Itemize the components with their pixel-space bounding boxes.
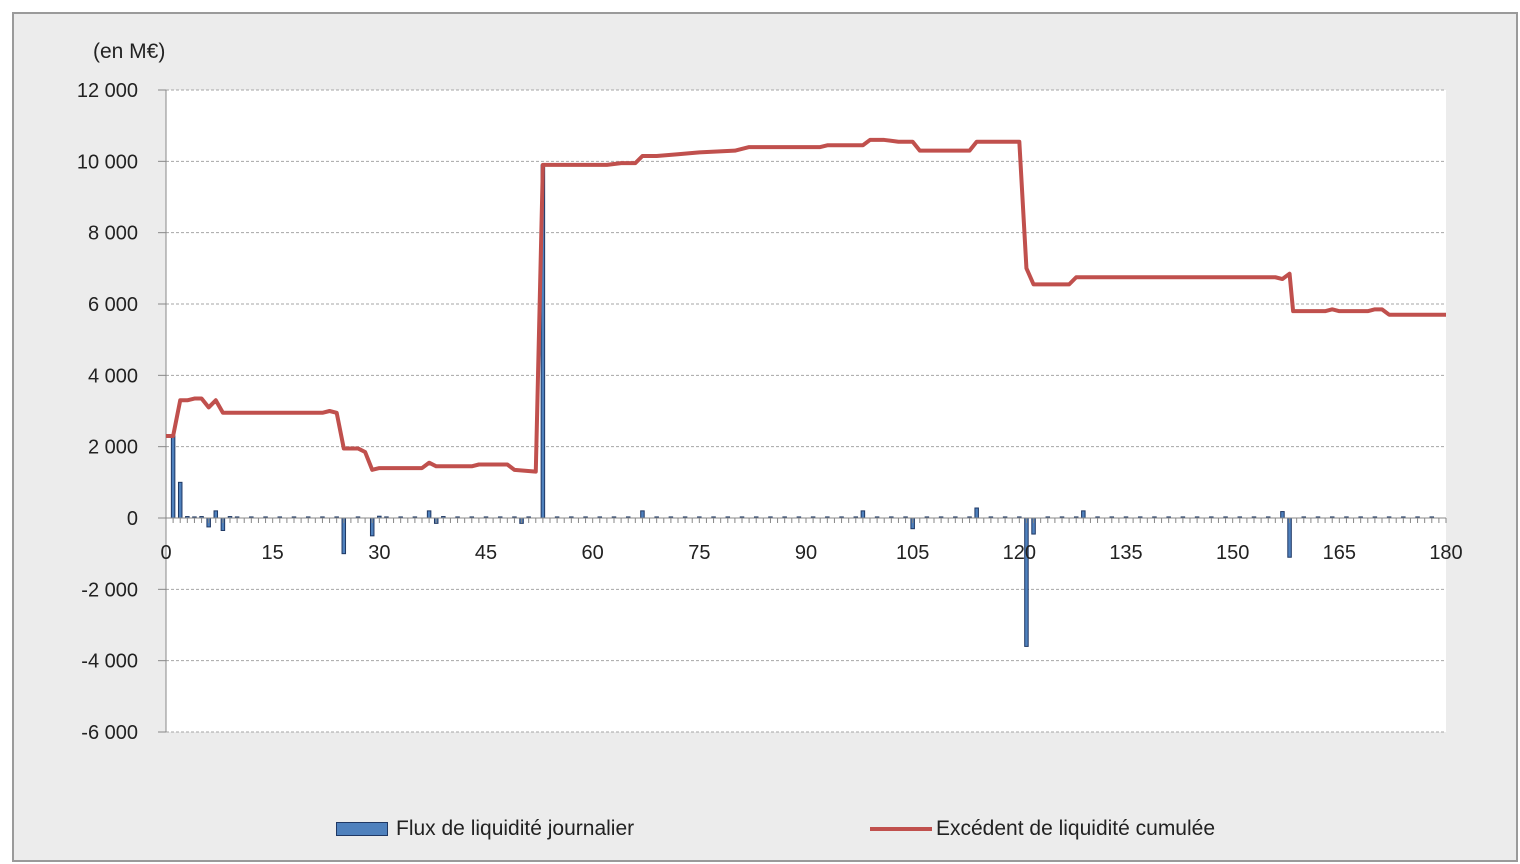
line-series	[166, 137, 1446, 474]
x-tick-label: 165	[1323, 542, 1356, 564]
y-tick-label: -4 000	[81, 651, 138, 673]
legend-label-bars: Flux de liquidité journalier	[396, 817, 635, 840]
x-tick-label: 75	[688, 542, 710, 564]
bar	[1287, 517, 1292, 558]
x-tick-label: 105	[896, 542, 929, 564]
x-tick-label: 45	[475, 542, 497, 564]
x-tick-label: 180	[1429, 542, 1462, 564]
y-tick-label: 2 000	[88, 437, 138, 459]
bar	[860, 510, 866, 519]
y-tick-label: 10 000	[77, 151, 138, 173]
axes	[165, 90, 1447, 732]
x-tick-label: 150	[1216, 542, 1249, 564]
bar	[1024, 517, 1029, 647]
bar	[170, 435, 176, 519]
x-tick-label: 120	[1003, 542, 1036, 564]
y-tick-label: -6 000	[81, 722, 138, 744]
bar	[974, 507, 979, 519]
x-tick-label: 60	[582, 542, 604, 564]
y-tick-label: 6 000	[88, 294, 138, 316]
y-tick-label: 12 000	[77, 80, 138, 102]
bar	[1280, 511, 1285, 519]
bar	[177, 481, 183, 519]
x-axis-ticks: 0 15 30 45 60 75 90 105 120 135 150 165 180	[160, 542, 1462, 564]
x-tick-label: 30	[368, 542, 390, 564]
y-tick-label: -2 000	[81, 579, 138, 601]
legend-line-swatch	[870, 827, 932, 831]
legend-item-line: Excédent de liquidité cumulée	[870, 817, 1215, 841]
y-tick-label: 8 000	[88, 223, 138, 245]
cumulative-line	[166, 137, 1446, 474]
bar	[426, 510, 432, 519]
x-tick-label: 90	[795, 542, 817, 564]
x-tick-label: 15	[262, 542, 284, 564]
bar	[1081, 510, 1086, 519]
legend-item-bars: Flux de liquidité journalier	[336, 817, 634, 841]
x-tick-label: 135	[1109, 542, 1142, 564]
grid-lines	[166, 89, 1446, 733]
bar	[640, 510, 645, 519]
plot-area	[166, 90, 1446, 732]
y-tick-label: 0	[127, 508, 138, 530]
x-tick-label: 0	[160, 542, 171, 564]
unit-label: (en M€)	[93, 40, 166, 63]
bar	[341, 517, 347, 555]
y-tick-label: 4 000	[88, 365, 138, 387]
bar	[213, 510, 219, 519]
legend-label-line: Excédent de liquidité cumulée	[936, 817, 1216, 840]
y-axis-ticks: 12 000 10 000 8 000 6 000 4 000 2 000 0 -2 000 -…	[77, 80, 166, 744]
legend-bar-swatch	[336, 822, 388, 836]
